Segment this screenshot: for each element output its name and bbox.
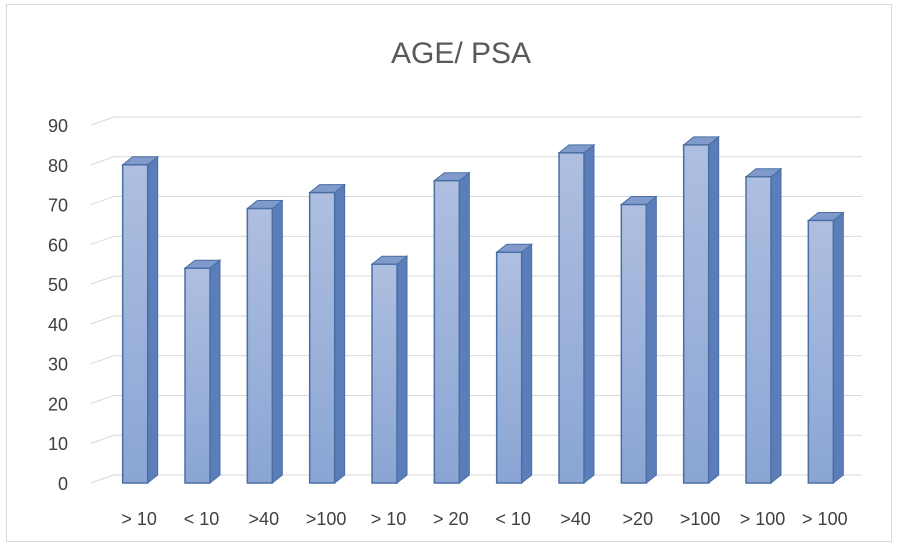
bar (744, 167, 783, 485)
x-tick-label: >40 (560, 509, 591, 529)
gridline (90, 275, 862, 285)
x-tick-label: > 10 (371, 509, 407, 529)
bar (432, 171, 471, 485)
bar (245, 199, 284, 485)
x-tick-label: >40 (249, 509, 280, 529)
gridline (90, 196, 862, 206)
y-tick-label: 0 (58, 474, 68, 494)
x-tick-label: > 10 (121, 509, 157, 529)
x-tick-label: >20 (623, 509, 654, 529)
gridline (90, 394, 862, 404)
y-tick-label: 30 (48, 355, 68, 375)
x-tick-label: >100 (306, 509, 347, 529)
bar (557, 143, 596, 485)
y-tick-label: 80 (48, 156, 68, 176)
bar (308, 183, 347, 485)
y-tick-label: 70 (48, 196, 68, 216)
bar (495, 243, 534, 485)
gridline (90, 315, 862, 325)
y-tick-label: 20 (48, 394, 68, 414)
bar (619, 195, 658, 485)
bar (370, 255, 409, 485)
gridlines (90, 116, 862, 484)
chart-title: AGE/ PSA (391, 37, 531, 70)
bars (121, 135, 845, 485)
x-tick-label: > 20 (433, 509, 469, 529)
gridline (90, 235, 862, 245)
bar (682, 135, 721, 485)
bar (806, 211, 845, 485)
gridline (90, 355, 862, 365)
bar (183, 259, 222, 485)
x-axis-tick-labels: > 10 < 10 >40 >100 > 10 > 20 < 10 >40 >20 >100 > 1… (121, 509, 847, 529)
y-tick-label: 50 (48, 275, 68, 295)
gridline (90, 474, 862, 484)
y-tick-label: 40 (48, 315, 68, 335)
y-tick-label: 10 (48, 434, 68, 454)
x-tick-label: < 10 (184, 509, 220, 529)
y-tick-label: 60 (48, 235, 68, 255)
gridline (90, 434, 862, 444)
gridline (90, 156, 862, 166)
x-tick-label: > 100 (802, 509, 848, 529)
x-tick-label: >100 (680, 509, 721, 529)
x-tick-label: < 10 (495, 509, 531, 529)
y-tick-label: 90 (48, 116, 68, 136)
gridline (90, 116, 862, 126)
bar (121, 155, 160, 485)
x-tick-label: > 100 (740, 509, 786, 529)
y-axis-tick-labels: 0 10 20 30 40 50 60 70 80 90 (48, 116, 68, 494)
